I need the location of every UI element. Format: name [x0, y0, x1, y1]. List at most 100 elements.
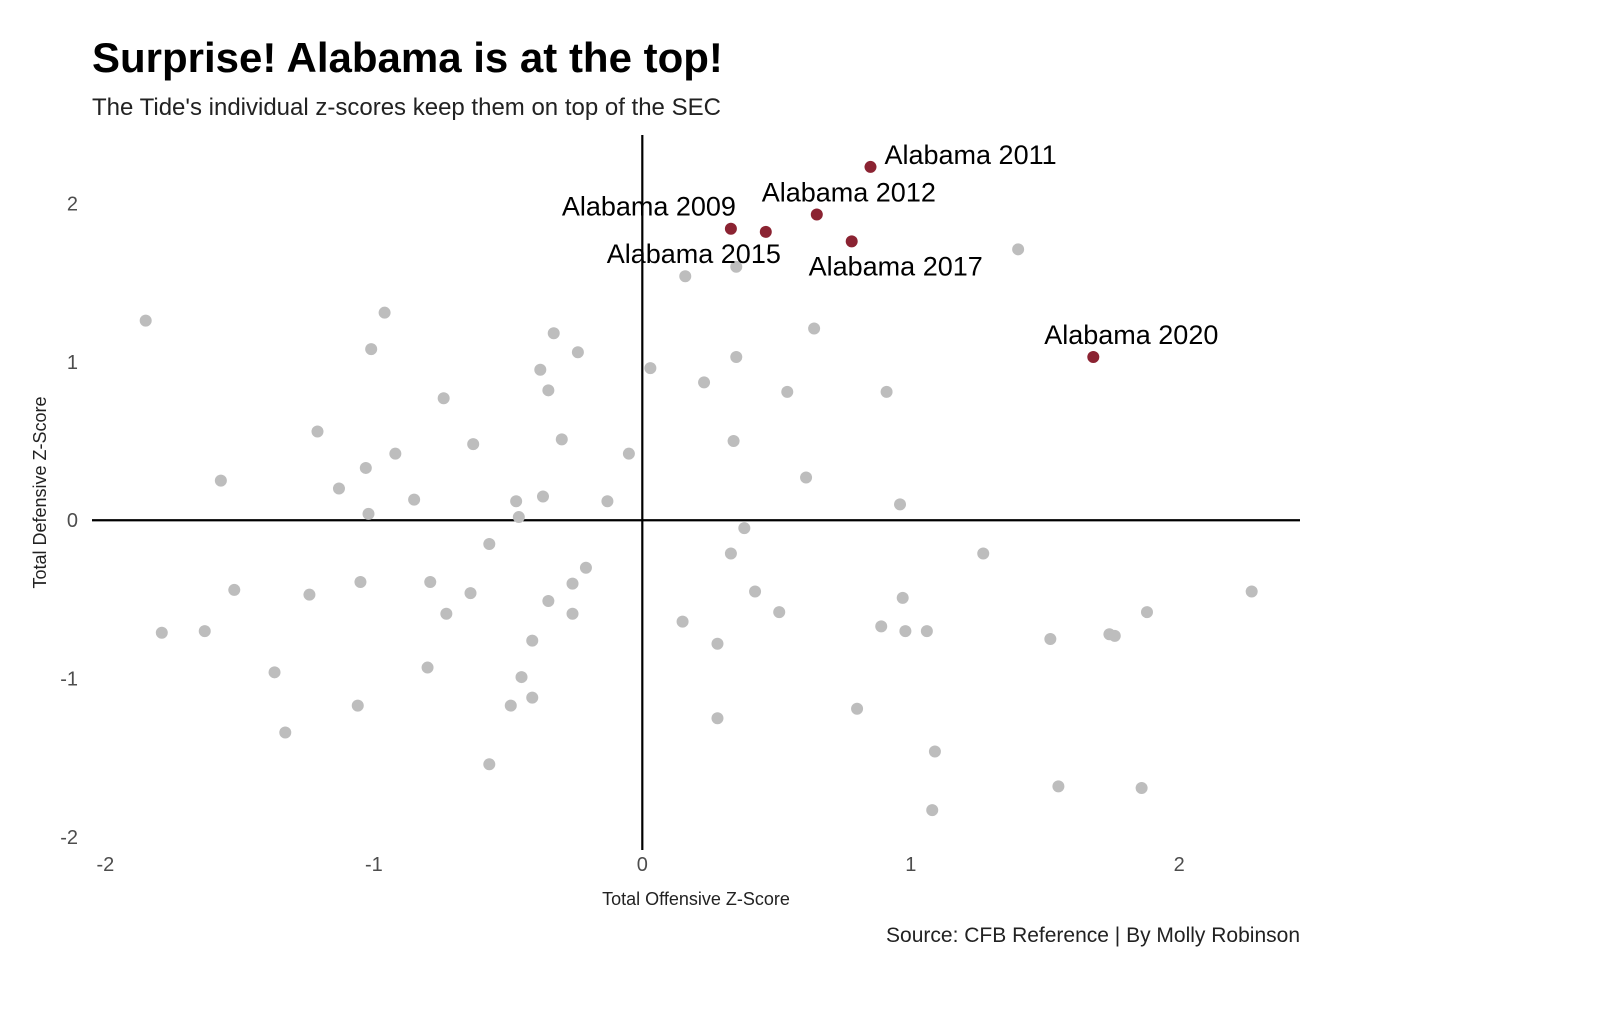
highlight-point-label: Alabama 2009: [562, 192, 736, 222]
data-point: [727, 435, 740, 448]
highlight-point-label: Alabama 2012: [762, 177, 936, 207]
data-point: [566, 577, 579, 590]
data-point: [1108, 629, 1121, 642]
data-point: [622, 447, 635, 460]
data-point: [547, 327, 560, 340]
data-point: [534, 363, 547, 376]
y-axis-title: Total Defensive Z-Score: [30, 396, 50, 588]
data-point: [389, 447, 402, 460]
x-tick-label: 0: [637, 854, 648, 876]
data-point: [899, 625, 912, 638]
highlight-point: [810, 208, 823, 221]
data-point: [977, 547, 990, 560]
data-point: [1044, 633, 1057, 646]
data-point: [851, 702, 864, 715]
highlight-points-series: [724, 160, 1100, 364]
data-point: [579, 561, 592, 574]
data-point: [510, 495, 523, 508]
y-tick-label: 0: [67, 510, 78, 532]
data-point: [303, 588, 316, 601]
data-point: [894, 498, 907, 511]
data-point: [268, 666, 281, 679]
data-point: [198, 625, 211, 638]
highlight-point: [759, 225, 772, 238]
highlight-point: [1087, 351, 1100, 364]
data-point: [644, 362, 657, 375]
data-point: [1140, 606, 1153, 619]
y-tick-label: 1: [67, 352, 78, 374]
data-point: [896, 591, 909, 604]
data-point: [440, 607, 453, 620]
highlight-point-label: Alabama 2011: [884, 140, 1056, 170]
data-point: [365, 343, 378, 356]
data-point: [542, 595, 555, 608]
data-point: [880, 385, 893, 398]
data-point: [467, 438, 480, 451]
data-point: [526, 691, 539, 704]
data-point: [483, 758, 496, 771]
data-point: [512, 511, 525, 524]
data-point: [378, 306, 391, 319]
highlight-point: [845, 235, 858, 248]
data-point: [730, 260, 743, 273]
highlight-point: [864, 160, 877, 173]
highlight-point-label: Alabama 2017: [809, 251, 983, 281]
data-point: [571, 346, 584, 359]
data-point: [1052, 780, 1065, 793]
data-point: [354, 576, 367, 589]
data-point: [773, 606, 786, 619]
highlight-point-label: Alabama 2015: [607, 239, 781, 269]
data-point: [359, 461, 372, 474]
data-point: [228, 583, 241, 596]
data-point: [1245, 585, 1258, 598]
chart-caption: Source: CFB Reference | By Molly Robinso…: [886, 924, 1300, 947]
data-point: [362, 507, 375, 520]
data-point: [781, 385, 794, 398]
data-point: [566, 607, 579, 620]
data-point: [515, 671, 528, 684]
data-point: [724, 547, 737, 560]
highlight-labels: Alabama 2011 Alabama 2012 Alabama 2009 Alab…: [562, 140, 1219, 350]
data-point: [504, 699, 517, 712]
data-point: [408, 493, 421, 506]
highlight-point: [724, 222, 737, 235]
data-point: [711, 637, 724, 650]
y-tick-label: 2: [67, 193, 78, 215]
data-point: [483, 537, 496, 550]
x-tick-label: -1: [365, 854, 383, 876]
data-point: [928, 745, 941, 758]
data-point: [279, 726, 292, 739]
data-point: [139, 314, 152, 327]
data-point: [424, 576, 437, 589]
data-point: [711, 712, 724, 725]
chart-subtitle: The Tide's individual z-scores keep them…: [92, 94, 721, 121]
data-point: [464, 587, 477, 600]
data-point: [730, 351, 743, 364]
y-tick-label: -1: [60, 669, 78, 691]
data-point: [738, 522, 751, 535]
x-tick-label: 2: [1174, 854, 1185, 876]
data-point: [920, 625, 933, 638]
x-tick-label: 1: [905, 854, 916, 876]
data-point: [421, 661, 434, 674]
y-axis-ticks: -2 -1 0 1 2: [60, 193, 78, 849]
data-point: [800, 471, 813, 484]
data-point: [676, 615, 689, 628]
data-point: [1012, 243, 1025, 256]
data-point: [437, 392, 450, 405]
chart-title: Surprise! Alabama is at the top!: [92, 34, 723, 81]
data-point: [351, 699, 364, 712]
data-point: [698, 376, 711, 389]
data-point: [214, 474, 227, 487]
reference-lines: [92, 135, 1300, 850]
data-point: [1135, 781, 1148, 794]
x-axis-title: Total Offensive Z-Score: [602, 889, 790, 909]
data-point: [155, 626, 168, 639]
data-point: [332, 482, 345, 495]
other-points-series: [139, 243, 1258, 817]
data-point: [555, 433, 568, 446]
y-tick-label: -2: [60, 827, 78, 849]
data-point: [526, 634, 539, 647]
x-axis-ticks: -2 -1 0 1 2: [97, 854, 1185, 876]
